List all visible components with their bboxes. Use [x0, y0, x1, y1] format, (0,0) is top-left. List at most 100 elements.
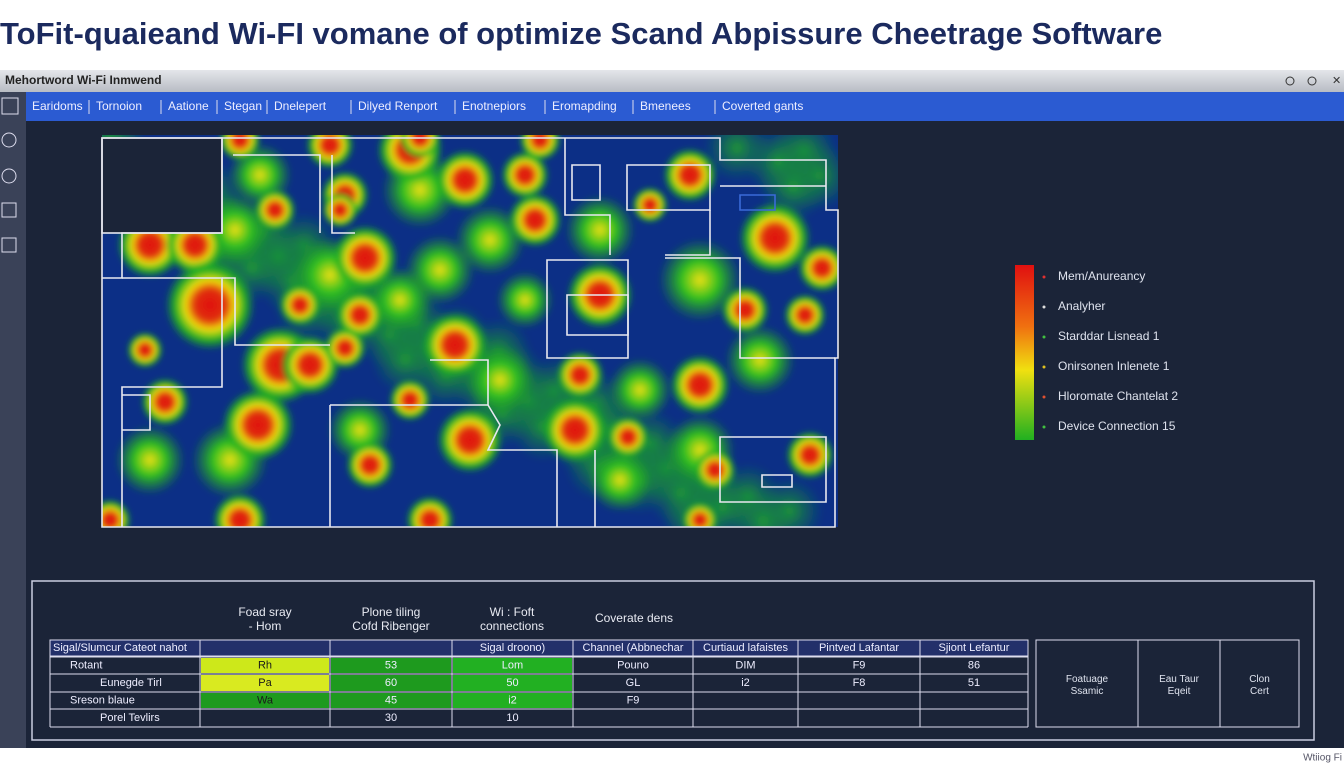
- page-title: ToFit-quaieand Wi-FI vomane of optimize …: [0, 16, 1162, 51]
- table-cell: i2: [508, 694, 517, 706]
- legend-label: Analyher: [1058, 299, 1105, 313]
- heat-blob: [141, 378, 189, 426]
- table-cell: Lom: [502, 659, 523, 671]
- heat-blob: [435, 150, 495, 210]
- table-cell: i2: [741, 677, 750, 689]
- heat-blob: [279, 284, 321, 326]
- heat-blob: [786, 431, 834, 479]
- menu-item[interactable]: Enotnepiors: [462, 99, 526, 113]
- column-header: Sjiont Lefantur: [939, 642, 1010, 654]
- heat-blob: [222, 389, 294, 461]
- menu-item[interactable]: Tornoion: [96, 99, 142, 113]
- cell-bg: [453, 693, 572, 708]
- menu-item[interactable]: Earidoms: [32, 99, 83, 113]
- heat-blob: [663, 148, 717, 202]
- heat-blob: [213, 493, 267, 527]
- heat-blob: [564, 194, 636, 266]
- legend-label: Hloromate Chantelat 2: [1058, 389, 1178, 403]
- heat-blob: [322, 192, 358, 228]
- heat-blob: [127, 332, 163, 368]
- table-cell: Pouno: [617, 659, 649, 671]
- menu-item[interactable]: Stegan: [224, 99, 262, 113]
- table-cell: Pa: [258, 677, 272, 689]
- bottom-panel: [31, 580, 1315, 741]
- table-cell: 45: [385, 694, 397, 706]
- heat-blob: [607, 416, 649, 458]
- heat-blob: [389, 379, 431, 421]
- heat-blob: [608, 358, 672, 422]
- window-controls: ✕: [1285, 75, 1341, 87]
- menu-bar: [0, 92, 1344, 121]
- menu-item[interactable]: Aatione: [168, 99, 209, 113]
- menu-item[interactable]: Bmenees: [640, 99, 691, 113]
- side-box: [1219, 639, 1300, 728]
- heat-blob: [371, 326, 439, 394]
- legend-color-bar: [1015, 265, 1034, 440]
- heat-blob: [588, 448, 652, 512]
- heat-blob: [346, 441, 394, 489]
- heat-blob: [336, 291, 384, 339]
- heat-blob: [306, 135, 354, 169]
- table-cell: Wa: [257, 694, 274, 706]
- sidebar: [0, 92, 26, 748]
- heat-blob: [496, 271, 554, 329]
- side-box-label: Foatuage Ssamic: [1066, 674, 1109, 697]
- heat-blob: [542, 397, 608, 463]
- menu-item[interactable]: Eromapding: [552, 99, 617, 113]
- heat-blob: [784, 294, 826, 336]
- watermark: Wtiiog Fi: [1303, 753, 1342, 764]
- table-cell: Rh: [258, 659, 272, 671]
- group-header: Plone tiling Cofd Ribenger: [352, 605, 429, 633]
- cell-bg: [201, 693, 329, 708]
- title-bar: [0, 70, 1344, 92]
- menu-item[interactable]: Dnelepert: [274, 99, 327, 113]
- cell-bg: [453, 658, 572, 673]
- heat-blob: [165, 260, 255, 350]
- table-cell: Rotant: [70, 659, 102, 671]
- table-cell: Porel Tevlirs: [100, 712, 160, 724]
- side-box-label: Clon Cert: [1249, 674, 1270, 697]
- cell-bg: [453, 675, 572, 691]
- table-cell: 30: [385, 712, 397, 724]
- heat-blob: [519, 135, 561, 161]
- svg-text:✕: ✕: [1332, 75, 1341, 87]
- window-title: Mehortword Wi-Fi Inmwend: [5, 73, 162, 87]
- heat-blob: [658, 238, 742, 322]
- group-header: Wi : Foft connections: [480, 605, 544, 633]
- heat-blob: [406, 496, 454, 527]
- heat-blob: [670, 355, 730, 415]
- heat-blob: [332, 225, 398, 291]
- heat-blob: [508, 193, 562, 247]
- table-cell: 10: [506, 712, 518, 724]
- table-cell: F8: [853, 677, 866, 689]
- column-header: Sigal/Slumcur Cateot nahot: [53, 642, 187, 654]
- menu-item[interactable]: Dilyed Renport: [358, 99, 438, 113]
- heat-blob: [254, 189, 296, 231]
- heat-blob: [324, 327, 366, 369]
- heat-blob: [721, 286, 769, 334]
- cell-bg: [331, 658, 451, 673]
- table-cell: 86: [968, 659, 980, 671]
- legend-label: Mem/Anureancy: [1058, 269, 1145, 283]
- heat-blob: [798, 244, 838, 292]
- group-header: Coverate dens: [595, 611, 673, 625]
- menu-item[interactable]: Coverted gants: [722, 99, 803, 113]
- cell-bg: [331, 675, 451, 691]
- heat-blob: [556, 351, 604, 399]
- heat-blob: [739, 202, 811, 274]
- legend-dot: [1042, 335, 1046, 339]
- legend-label: Starddar Lisnead 1: [1058, 329, 1160, 343]
- side-box-label: Eau Taur Eqeit: [1159, 674, 1200, 697]
- heatmap: [102, 135, 838, 527]
- group-header: Foad sray - Hom: [238, 605, 291, 633]
- table-cell: 53: [385, 659, 397, 671]
- sidebar-icons: [1, 97, 19, 253]
- table-cell: GL: [626, 677, 641, 689]
- table-cell: F9: [627, 694, 640, 706]
- table-cell: DIM: [735, 659, 755, 671]
- floor-plan-walls: [101, 137, 839, 528]
- table-cell: F9: [853, 659, 866, 671]
- table-cell: 51: [968, 677, 980, 689]
